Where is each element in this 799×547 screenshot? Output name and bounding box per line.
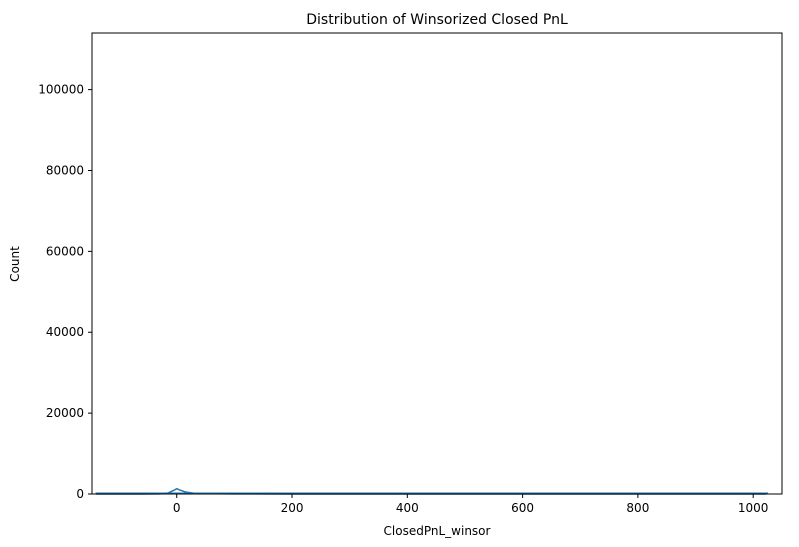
y-tick-label: 60000 (46, 244, 84, 258)
x-tick-label: 400 (396, 501, 419, 515)
y-tick-label: 100000 (38, 83, 84, 97)
x-tick-label: 1000 (738, 501, 769, 515)
y-tick-label: 80000 (46, 163, 84, 177)
x-axis: 0 200 400 600 800 1000 (173, 494, 769, 515)
y-axis: 0 20000 40000 60000 80000 100000 (38, 83, 92, 501)
x-axis-label: ClosedPnL_winsor (384, 524, 491, 538)
y-tick-label: 20000 (46, 406, 84, 420)
plot-frame (91, 32, 783, 495)
x-tick-label: 200 (281, 501, 304, 515)
y-axis-label: Count (8, 246, 22, 282)
x-tick-label: 600 (511, 501, 534, 515)
x-tick-label: 800 (626, 501, 649, 515)
y-tick-label: 40000 (46, 325, 84, 339)
y-tick-label: 0 (76, 487, 84, 501)
x-tick-label: 0 (173, 501, 181, 515)
plot-area (95, 487, 769, 495)
chart-title: Distribution of Winsorized Closed PnL (306, 12, 568, 28)
